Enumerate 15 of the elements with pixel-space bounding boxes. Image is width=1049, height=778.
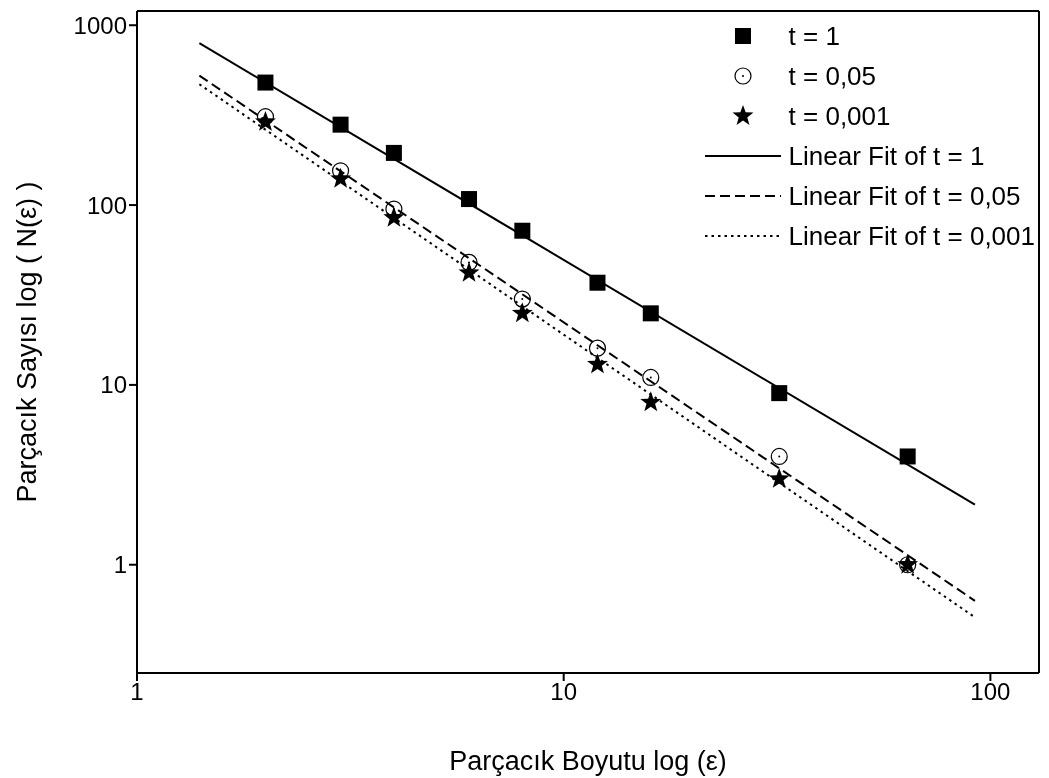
legend-label: t = 0,05 <box>788 60 877 93</box>
legend-label: Linear Fit of t = 0,05 <box>788 180 1021 213</box>
y-axis-title: Parçacık Sayısı log ( N(ε) ) <box>11 181 42 503</box>
y-tick-label: 1 <box>113 551 127 579</box>
y-tick-label: 100 <box>86 191 127 219</box>
legend-label: Linear Fit of t = 1 <box>788 140 985 173</box>
y-tick-label: 10 <box>100 371 127 399</box>
x-tick-label: 10 <box>550 678 578 706</box>
x-tick-label: 100 <box>970 678 1011 706</box>
y-tick-label: 1000 <box>73 11 127 39</box>
x-tick-label: 1 <box>130 678 144 706</box>
legend-label: Linear Fit of t = 0,001 <box>788 220 1035 253</box>
legend-label: t = 1 <box>788 20 840 53</box>
x-axis-title: Parçacık Boyutu log (ε) <box>449 746 727 776</box>
legend-label: t = 0,001 <box>788 100 891 133</box>
